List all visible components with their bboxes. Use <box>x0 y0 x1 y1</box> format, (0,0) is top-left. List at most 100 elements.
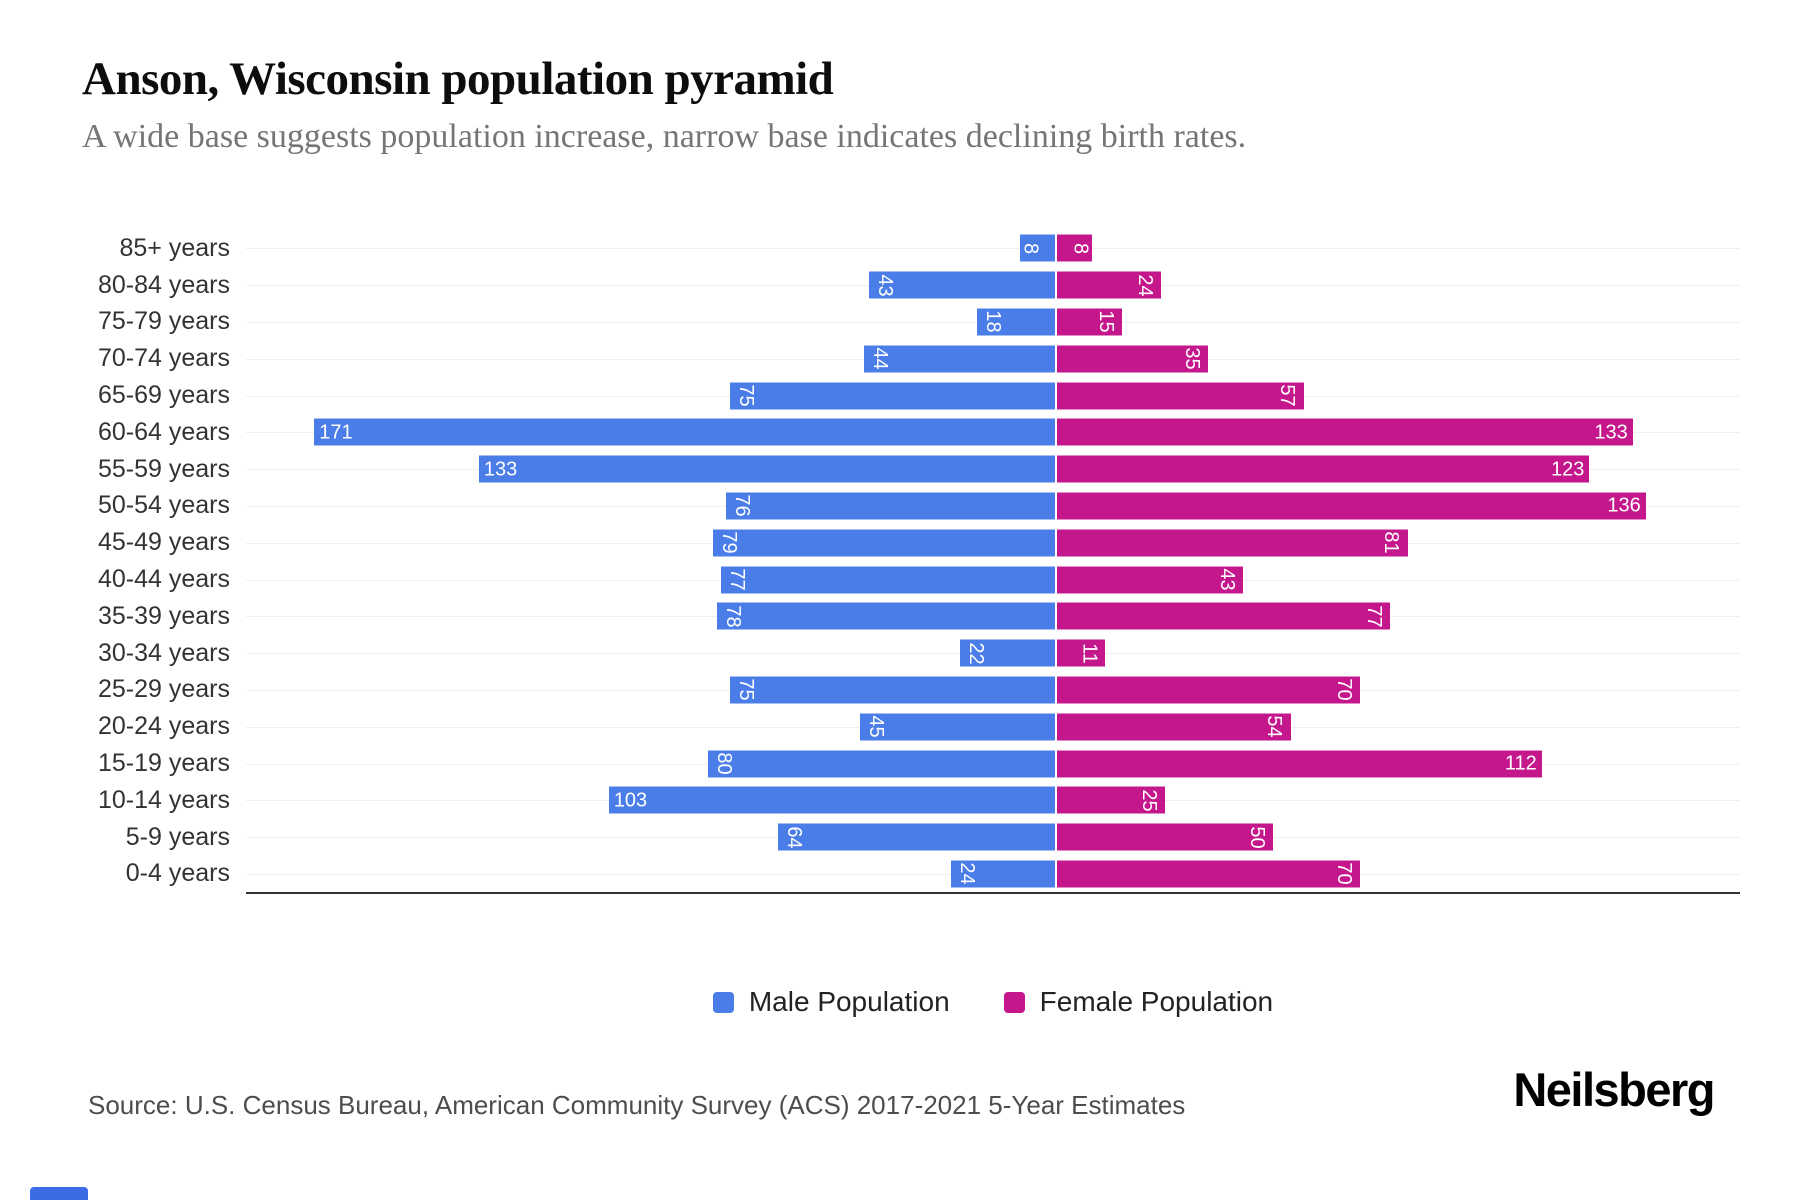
chart-row: 60-64 years 171 133 <box>84 414 1740 451</box>
female-bar[interactable]: 11 <box>1056 639 1105 667</box>
chart-row: 70-74 years 44 35 <box>84 340 1740 377</box>
female-bar[interactable]: 35 <box>1056 345 1209 373</box>
male-bar[interactable]: 45 <box>860 713 1055 741</box>
male-bar[interactable]: 80 <box>708 750 1055 778</box>
chart-row: 80-84 years 43 24 <box>84 267 1740 304</box>
male-bar[interactable]: 8 <box>1020 234 1055 262</box>
male-bar[interactable]: 79 <box>712 529 1055 557</box>
legend-label: Male Population <box>748 986 950 1017</box>
row-plot: 18 15 <box>246 304 1740 341</box>
female-bar[interactable]: 70 <box>1056 860 1360 888</box>
male-bar[interactable]: 103 <box>608 786 1055 814</box>
male-bar[interactable]: 24 <box>950 860 1055 888</box>
row-plot: 45 54 <box>246 708 1740 745</box>
chart-row: 85+ years 8 8 <box>84 230 1740 267</box>
male-bar[interactable]: 43 <box>868 271 1055 299</box>
row-plot: 79 81 <box>246 524 1740 561</box>
female-bar[interactable]: 43 <box>1056 566 1244 594</box>
chart-row: 30-34 years 22 11 <box>84 635 1740 672</box>
legend-marker-icon <box>712 991 734 1013</box>
chart-row: 45-49 years 79 81 <box>84 524 1740 561</box>
male-bar[interactable]: 75 <box>730 382 1055 410</box>
male-bar-value: 75 <box>735 678 758 702</box>
female-bar[interactable]: 136 <box>1056 492 1646 520</box>
male-bar-value: 78 <box>722 605 745 628</box>
chart-row: 65-69 years 75 57 <box>84 377 1740 414</box>
male-bar-value: 75 <box>735 384 758 407</box>
male-bar-value: 79 <box>717 531 740 554</box>
row-plot: 76 136 <box>246 488 1740 525</box>
male-bar[interactable]: 22 <box>959 639 1055 667</box>
female-bar[interactable]: 112 <box>1056 750 1542 778</box>
female-bar[interactable]: 77 <box>1056 602 1391 630</box>
row-plot: 103 25 <box>246 782 1740 819</box>
male-bar-value: 77 <box>726 568 749 591</box>
female-bar-value: 54 <box>1263 715 1286 738</box>
female-bar[interactable]: 57 <box>1056 382 1304 410</box>
female-bar[interactable]: 81 <box>1056 529 1408 557</box>
female-bar[interactable]: 24 <box>1056 271 1161 299</box>
pyramid-chart: 85+ years 8 8 80-84 years 43 24 75-79 years 18 1… <box>84 230 1740 895</box>
female-bar-value: 50 <box>1246 826 1269 849</box>
female-bar-value: 43 <box>1215 568 1238 591</box>
female-bar-value: 70 <box>1332 678 1355 702</box>
male-bar-value: 103 <box>613 789 648 812</box>
female-bar-value: 136 <box>1607 494 1641 517</box>
legend-item[interactable]: Male Population <box>712 986 950 1018</box>
legend-marker-icon <box>1003 991 1025 1013</box>
row-plot: 44 35 <box>246 340 1740 377</box>
y-axis-label: 5-9 years <box>125 822 230 851</box>
male-bar[interactable]: 76 <box>725 492 1055 520</box>
row-plot: 24 70 <box>246 856 1740 893</box>
y-axis-label: 15-19 years <box>97 749 230 778</box>
female-bar[interactable]: 15 <box>1056 308 1122 336</box>
female-bar[interactable]: 70 <box>1056 676 1360 704</box>
male-bar[interactable]: 64 <box>777 823 1055 851</box>
y-axis-label: 85+ years <box>119 233 231 262</box>
y-axis-label: 20-24 years <box>97 712 230 741</box>
female-bar-value: 35 <box>1181 347 1204 370</box>
chart-row: 5-9 years 64 50 <box>84 819 1740 856</box>
row-plot: 75 70 <box>246 672 1740 709</box>
female-bar-value: 57 <box>1276 384 1299 407</box>
male-bar[interactable]: 44 <box>864 345 1055 373</box>
row-plot: 22 11 <box>246 635 1740 672</box>
male-bar-value: 45 <box>865 715 888 738</box>
male-bar[interactable]: 75 <box>730 676 1055 704</box>
male-bar[interactable]: 77 <box>721 566 1055 594</box>
male-bar-value: 18 <box>982 310 1005 334</box>
male-bar[interactable]: 18 <box>976 308 1055 336</box>
row-plot: 77 43 <box>246 561 1740 598</box>
row-plot: 133 123 <box>246 451 1740 488</box>
row-plot: 43 24 <box>246 267 1740 304</box>
female-bar[interactable]: 54 <box>1056 713 1291 741</box>
y-axis-label: 35-39 years <box>97 601 230 630</box>
female-bar[interactable]: 25 <box>1056 786 1166 814</box>
y-axis-label: 0-4 years <box>125 859 230 888</box>
chat-widget-cutoff[interactable] <box>30 1187 88 1200</box>
chart-row: 50-54 years 76 136 <box>84 488 1740 525</box>
female-bar[interactable]: 123 <box>1056 455 1590 483</box>
row-plot: 64 50 <box>246 819 1740 856</box>
male-bar-value: 76 <box>730 494 753 518</box>
legend-label: Female Population <box>1039 986 1274 1017</box>
male-bar[interactable]: 78 <box>717 602 1055 630</box>
female-bar-value: 24 <box>1133 274 1156 297</box>
male-bar[interactable]: 133 <box>478 455 1055 483</box>
chart-row: 75-79 years 18 15 <box>84 304 1740 341</box>
y-axis-label: 55-59 years <box>97 454 230 483</box>
male-bar-value: 22 <box>964 642 987 665</box>
female-bar[interactable]: 8 <box>1056 234 1092 262</box>
female-bar[interactable]: 50 <box>1056 823 1274 851</box>
male-bar[interactable]: 171 <box>314 418 1055 446</box>
y-axis-label: 70-74 years <box>97 344 230 373</box>
y-axis-label: 75-79 years <box>97 307 230 336</box>
x-axis-baseline <box>246 892 1740 895</box>
female-bar[interactable]: 133 <box>1056 418 1633 446</box>
male-bar-value: 44 <box>869 347 892 370</box>
y-axis-label: 50-54 years <box>97 491 230 520</box>
female-bar-value: 112 <box>1504 752 1537 775</box>
legend-item[interactable]: Female Population <box>1003 986 1274 1018</box>
female-bar-value: 15 <box>1094 310 1117 334</box>
female-bar-value: 11 <box>1078 642 1101 664</box>
